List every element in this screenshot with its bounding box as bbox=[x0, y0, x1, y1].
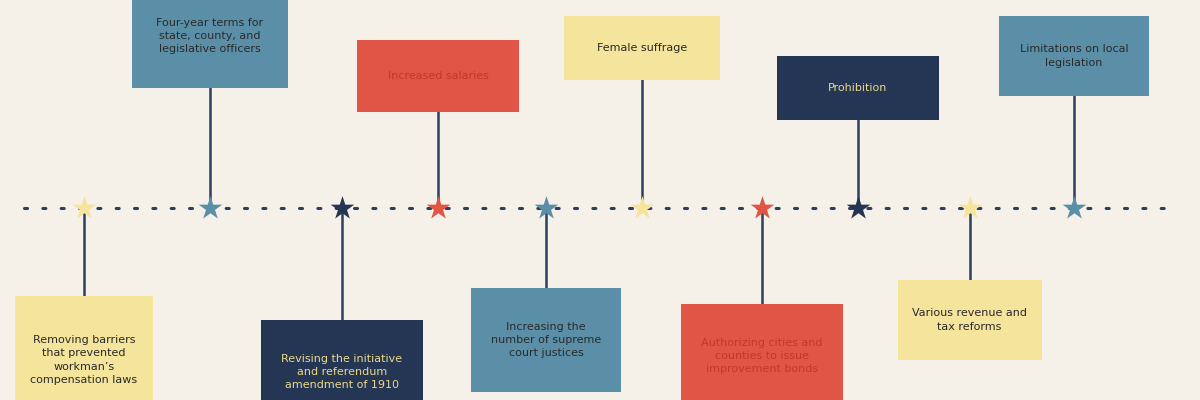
FancyBboxPatch shape bbox=[898, 280, 1042, 360]
Text: Four-year terms for
state, county, and
legislative officers: Four-year terms for state, county, and l… bbox=[156, 18, 264, 54]
Point bbox=[536, 205, 556, 211]
Text: Removing barriers
that prevented
workman’s
compensation laws: Removing barriers that prevented workman… bbox=[30, 335, 138, 385]
FancyBboxPatch shape bbox=[16, 296, 154, 400]
Text: Female suffrage: Female suffrage bbox=[596, 43, 688, 53]
FancyBboxPatch shape bbox=[260, 320, 424, 400]
Point bbox=[428, 205, 448, 211]
FancyBboxPatch shape bbox=[778, 56, 940, 120]
Text: Increased salaries: Increased salaries bbox=[388, 71, 488, 81]
Point bbox=[752, 205, 772, 211]
Point bbox=[74, 205, 94, 211]
Point bbox=[332, 205, 352, 211]
FancyBboxPatch shape bbox=[682, 304, 842, 400]
FancyBboxPatch shape bbox=[998, 16, 1150, 96]
FancyBboxPatch shape bbox=[564, 16, 720, 80]
Text: Revising the initiative
and referendum
amendment of 1910: Revising the initiative and referendum a… bbox=[282, 354, 402, 390]
Point bbox=[960, 205, 979, 211]
FancyBboxPatch shape bbox=[358, 40, 520, 112]
Point bbox=[200, 205, 220, 211]
FancyBboxPatch shape bbox=[470, 288, 622, 392]
Text: Limitations on local
legislation: Limitations on local legislation bbox=[1020, 44, 1128, 68]
Text: Prohibition: Prohibition bbox=[828, 83, 888, 93]
FancyBboxPatch shape bbox=[132, 0, 288, 88]
Point bbox=[632, 205, 652, 211]
Text: Authorizing cities and
counties to issue
improvement bonds: Authorizing cities and counties to issue… bbox=[701, 338, 823, 374]
Text: Various revenue and
tax reforms: Various revenue and tax reforms bbox=[912, 308, 1027, 332]
Text: Increasing the
number of supreme
court justices: Increasing the number of supreme court j… bbox=[491, 322, 601, 358]
Point bbox=[848, 205, 868, 211]
Point bbox=[1064, 205, 1084, 211]
